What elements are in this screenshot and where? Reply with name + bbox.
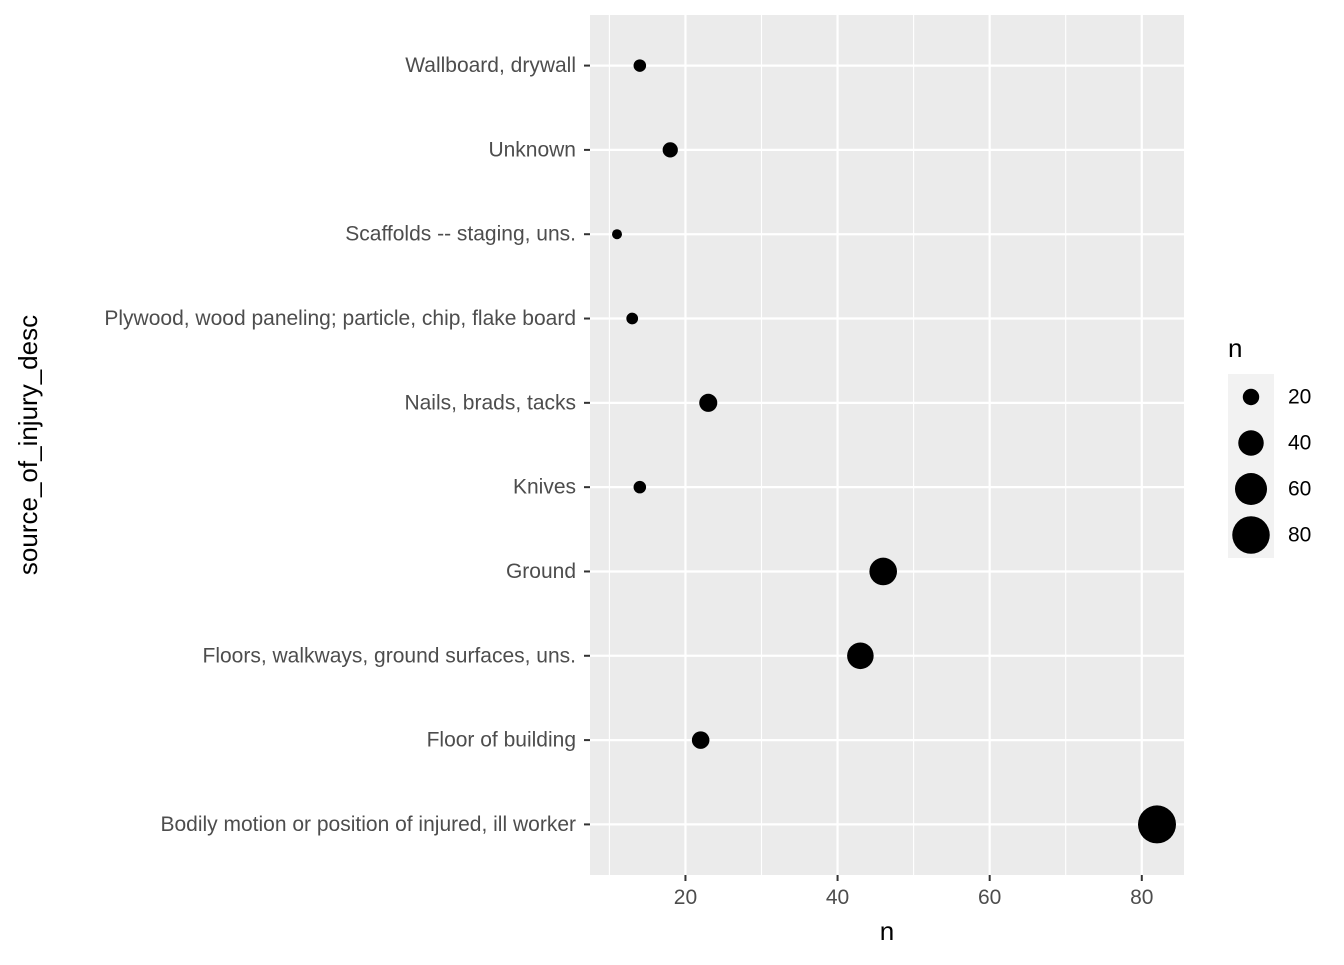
data-point bbox=[612, 229, 622, 240]
y-tick-label: Ground bbox=[506, 560, 576, 583]
y-tick-label: Floor of building bbox=[427, 729, 576, 752]
data-point bbox=[662, 142, 678, 158]
y-tick-label: Scaffolds -- staging, uns. bbox=[345, 223, 576, 246]
x-tick-label: 40 bbox=[826, 886, 849, 909]
x-tick-label: 80 bbox=[1130, 886, 1153, 909]
x-tick-label: 60 bbox=[978, 886, 1001, 909]
legend-key-point bbox=[1242, 388, 1260, 406]
data-point bbox=[691, 731, 710, 749]
x-tick-label: 20 bbox=[674, 886, 697, 909]
data-point bbox=[633, 59, 647, 72]
y-axis-title: source_of_injury_desc bbox=[13, 315, 43, 575]
data-point bbox=[626, 312, 639, 325]
legend-label: 60 bbox=[1288, 478, 1311, 501]
y-tick-label: Plywood, wood paneling; particle, chip, … bbox=[104, 307, 576, 330]
x-axis-title: n bbox=[880, 916, 894, 946]
data-point bbox=[847, 642, 874, 670]
legend-label: 80 bbox=[1288, 524, 1311, 547]
legend-label: 40 bbox=[1288, 432, 1311, 455]
data-point bbox=[633, 480, 647, 494]
y-tick-label: Nails, brads, tacks bbox=[404, 391, 576, 414]
data-point bbox=[869, 557, 898, 586]
legend-title: n bbox=[1228, 333, 1242, 363]
y-tick-label: Knives bbox=[513, 476, 576, 499]
legend-key-point bbox=[1238, 430, 1264, 456]
y-tick-label: Unknown bbox=[488, 138, 576, 161]
data-point bbox=[1138, 805, 1176, 844]
legend-label: 20 bbox=[1288, 386, 1311, 409]
y-tick-label: Floors, walkways, ground surfaces, uns. bbox=[203, 644, 577, 667]
data-point bbox=[699, 393, 718, 412]
y-tick-label: Bodily motion or position of injured, il… bbox=[160, 813, 576, 836]
legend-key-point bbox=[1232, 516, 1270, 554]
plot-panel bbox=[590, 15, 1184, 875]
legend-key-point bbox=[1234, 472, 1268, 506]
y-tick-label: Wallboard, drywall bbox=[405, 54, 576, 77]
